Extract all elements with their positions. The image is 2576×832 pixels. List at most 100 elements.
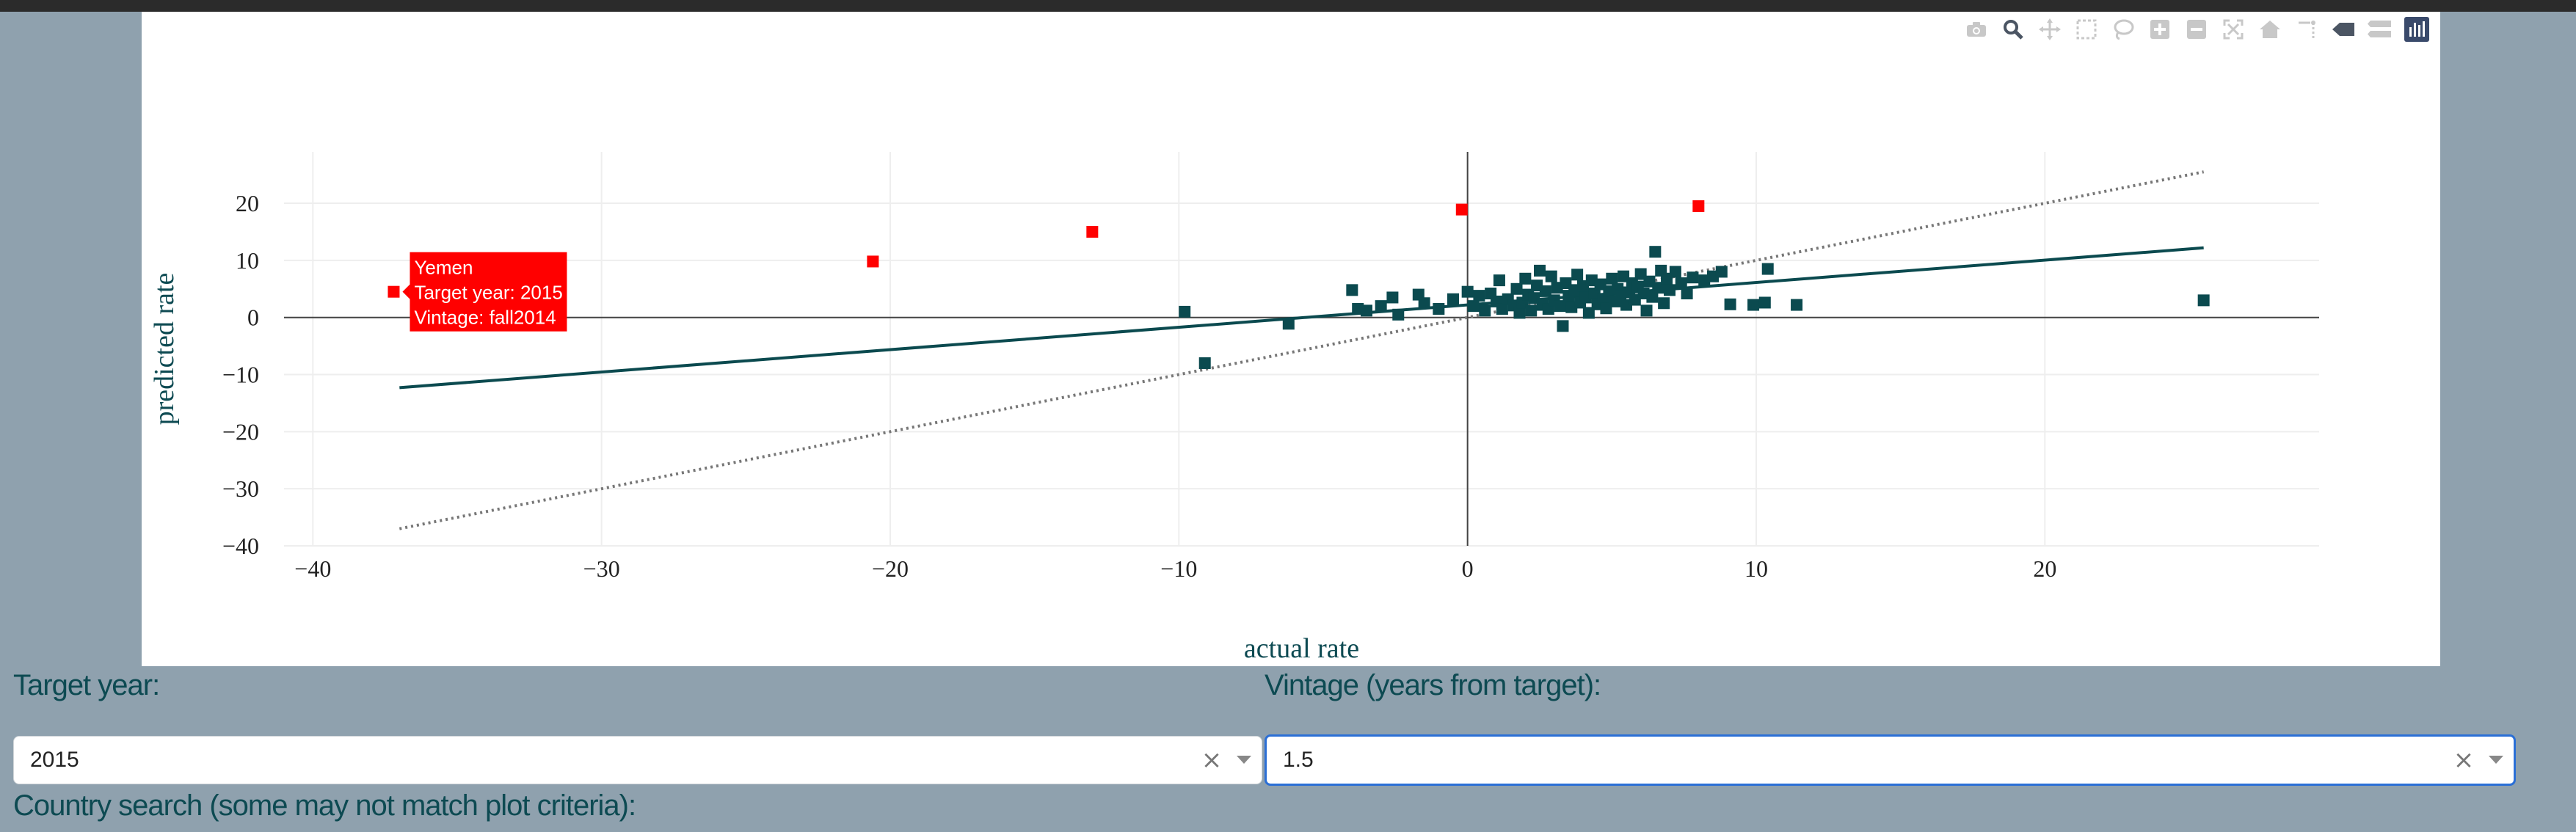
data-point[interactable] xyxy=(1473,290,1485,302)
data-point[interactable] xyxy=(2197,294,2210,307)
data-point[interactable] xyxy=(1179,305,1191,318)
data-point[interactable] xyxy=(1386,291,1399,304)
y-tick-label: 0 xyxy=(247,304,259,331)
tooltip-text: Yemen xyxy=(414,257,473,279)
clear-icon[interactable]: × xyxy=(2453,745,2475,775)
plot-modebar xyxy=(1960,15,2433,44)
x-tick-label: −40 xyxy=(294,555,331,582)
data-point[interactable] xyxy=(1640,304,1653,317)
x-tick-label: 20 xyxy=(2033,555,2056,582)
data-point[interactable] xyxy=(1346,284,1358,296)
data-point[interactable] xyxy=(1554,300,1566,313)
y-tick-label: −30 xyxy=(222,475,259,502)
data-point[interactable] xyxy=(1479,304,1491,317)
data-point[interactable] xyxy=(1681,288,1693,300)
lasso-select-icon[interactable] xyxy=(2107,15,2139,44)
data-point[interactable] xyxy=(1715,266,1728,278)
data-point[interactable] xyxy=(1571,269,1584,281)
pan-icon[interactable] xyxy=(2034,15,2066,44)
x-tick-label: 10 xyxy=(1744,555,1768,582)
box-select-icon[interactable] xyxy=(2070,15,2103,44)
vintage-dropdown[interactable]: 1.5 × xyxy=(1265,734,2516,786)
target-year-value: 2015 xyxy=(30,748,79,772)
x-tick-label: −20 xyxy=(872,555,909,582)
chevron-down-icon[interactable] xyxy=(2478,756,2514,765)
plotly-logo-icon[interactable] xyxy=(2401,15,2433,44)
data-point[interactable] xyxy=(1086,225,1099,238)
x-tick-label: −30 xyxy=(583,555,620,582)
camera-icon[interactable] xyxy=(1960,15,1993,44)
x-tick-label: −10 xyxy=(1160,555,1197,582)
data-point[interactable] xyxy=(1361,304,1372,317)
data-point[interactable] xyxy=(1418,297,1430,310)
data-point[interactable] xyxy=(1461,285,1474,298)
y-tick-label: 20 xyxy=(236,190,259,216)
fit-line xyxy=(399,246,2204,390)
vintage-label: Vintage (years from target): xyxy=(1265,669,1601,701)
data-point[interactable] xyxy=(1375,300,1387,313)
data-point[interactable] xyxy=(1539,285,1551,297)
data-point[interactable] xyxy=(1447,293,1459,305)
data-point[interactable] xyxy=(1513,307,1526,319)
tooltip-pointer xyxy=(402,284,410,299)
data-point[interactable] xyxy=(388,285,400,298)
plot-container[interactable]: −40 −30 −20 −10 0 10 20 −40 −30 −20 −10 0 10 20 actual… xyxy=(142,12,2440,666)
zoom-icon[interactable] xyxy=(1997,15,2029,44)
y-axis-title: predicted rate xyxy=(149,273,180,426)
data-point[interactable] xyxy=(1545,270,1557,282)
x-tick-label: 0 xyxy=(1462,555,1474,582)
vintage-value: 1.5 xyxy=(1283,748,1314,772)
data-point[interactable] xyxy=(1687,271,1699,284)
data-point[interactable] xyxy=(1791,299,1803,311)
reference-line xyxy=(399,170,2205,530)
data-point[interactable] xyxy=(1455,203,1468,216)
hover-compare-icon[interactable] xyxy=(2364,15,2396,44)
country-search-label: Country search (some may not match plot … xyxy=(13,789,636,822)
data-point[interactable] xyxy=(1496,303,1508,315)
clear-icon[interactable]: × xyxy=(1201,745,1223,775)
data-point[interactable] xyxy=(1649,246,1662,258)
data-point[interactable] xyxy=(1534,264,1546,277)
scatter-chart[interactable]: −40 −30 −20 −10 0 10 20 −40 −30 −20 −10 0 10 20 actual… xyxy=(142,12,2440,666)
zoom-out-icon[interactable] xyxy=(2180,15,2213,44)
data-point[interactable] xyxy=(1519,272,1532,285)
data-point[interactable] xyxy=(1282,318,1295,330)
data-point[interactable] xyxy=(1433,303,1445,315)
data-point[interactable] xyxy=(1525,304,1538,317)
zoom-in-icon[interactable] xyxy=(2144,15,2176,44)
data-point[interactable] xyxy=(1669,266,1681,278)
data-point[interactable] xyxy=(1747,299,1760,311)
window-top-bar xyxy=(0,0,2576,12)
data-point[interactable] xyxy=(1493,274,1505,287)
data-point[interactable] xyxy=(1761,263,1774,275)
tooltip-text: Target year: 2015 xyxy=(414,282,562,304)
data-point[interactable] xyxy=(1652,282,1664,294)
target-year-dropdown[interactable]: 2015 × xyxy=(13,736,1262,784)
data-point[interactable] xyxy=(1758,296,1771,309)
target-year-label: Target year: xyxy=(13,669,160,701)
data-point[interactable] xyxy=(1392,308,1405,321)
data-point[interactable] xyxy=(1467,300,1480,313)
data-point[interactable] xyxy=(1510,282,1523,295)
spike-lines-icon[interactable] xyxy=(2291,15,2323,44)
chevron-down-icon[interactable] xyxy=(1226,756,1262,765)
data-point[interactable] xyxy=(1675,277,1687,289)
data-point[interactable] xyxy=(1664,284,1676,296)
y-tick-label: 10 xyxy=(236,247,259,274)
y-tick-label: −20 xyxy=(222,418,259,445)
tooltip-text: Vintage: fall2014 xyxy=(414,307,556,329)
hover-closest-icon[interactable] xyxy=(2327,15,2359,44)
autoscale-icon[interactable] xyxy=(2217,15,2249,44)
data-point[interactable] xyxy=(1557,320,1569,332)
data-point[interactable] xyxy=(1606,272,1618,285)
x-axis-title: actual rate xyxy=(1244,633,1359,664)
y-tick-label: −40 xyxy=(222,533,259,559)
data-point[interactable] xyxy=(1692,200,1705,212)
data-point[interactable] xyxy=(867,255,879,268)
data-point[interactable] xyxy=(1646,291,1659,303)
y-tick-label: −10 xyxy=(222,362,259,388)
data-point[interactable] xyxy=(1198,357,1211,369)
reset-axes-icon[interactable] xyxy=(2254,15,2286,44)
data-point[interactable] xyxy=(1724,298,1736,310)
data-point[interactable] xyxy=(1658,297,1670,310)
